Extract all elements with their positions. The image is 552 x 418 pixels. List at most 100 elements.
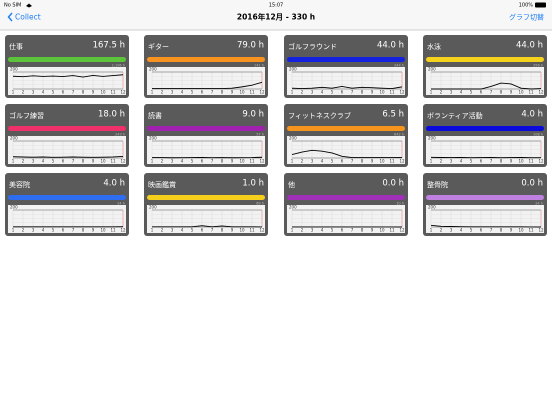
x-tick-label: 7 xyxy=(351,159,354,164)
x-tick-label: 11 xyxy=(389,90,395,95)
x-tick-label: 1 xyxy=(151,159,154,164)
card-hours: 4.0 h xyxy=(521,110,543,120)
x-tick-label: 2 xyxy=(440,90,443,95)
chart-bg xyxy=(426,67,544,95)
y-tick-label: 200 xyxy=(289,136,297,141)
x-tick-label: 2 xyxy=(301,90,304,95)
y-tick-label: 200 xyxy=(428,205,436,210)
card-total: 356 h xyxy=(533,64,543,68)
x-tick-label: 11 xyxy=(110,90,116,95)
x-tick-label: 5 xyxy=(191,90,194,95)
x-tick-label: 7 xyxy=(72,90,75,95)
x-tick-label: 12 xyxy=(120,159,126,164)
y-tick-label: 200 xyxy=(289,67,297,72)
color-bar xyxy=(287,57,405,62)
x-tick-label: 8 xyxy=(361,228,364,233)
x-tick-label: 8 xyxy=(221,228,224,233)
x-tick-label: 2 xyxy=(301,159,304,164)
x-tick-label: 12 xyxy=(259,228,265,233)
x-tick-label: 9 xyxy=(371,159,374,164)
back-button[interactable]: Collect xyxy=(15,13,41,22)
card-title: ゴルフ練習 xyxy=(9,111,44,120)
x-tick-label: 1 xyxy=(430,159,433,164)
x-tick-label: 1 xyxy=(12,90,15,95)
x-tick-label: 3 xyxy=(311,228,314,233)
card-hours: 167.5 h xyxy=(93,41,125,51)
x-tick-label: 9 xyxy=(231,90,234,95)
card-hours: 1.0 h xyxy=(242,179,264,189)
x-tick-label: 11 xyxy=(110,159,116,164)
x-tick-label: 2 xyxy=(440,159,443,164)
x-tick-label: 2 xyxy=(22,90,25,95)
x-tick-label: 7 xyxy=(211,228,214,233)
x-tick-label: 5 xyxy=(331,228,334,233)
x-tick-label: 12 xyxy=(120,90,126,95)
x-tick-label: 5 xyxy=(470,159,473,164)
x-tick-label: 5 xyxy=(52,159,55,164)
x-tick-label: 12 xyxy=(399,159,405,164)
x-tick-label: 6 xyxy=(341,228,344,233)
x-tick-label: 3 xyxy=(450,228,453,233)
x-tick-label: 1 xyxy=(430,228,433,233)
x-tick-label: 12 xyxy=(399,228,405,233)
x-tick-label: 3 xyxy=(32,90,35,95)
card-title: 仕事 xyxy=(9,42,23,51)
x-tick-label: 1 xyxy=(291,228,294,233)
y-tick-label: 200 xyxy=(10,67,18,72)
card-hours: 0.0 h xyxy=(382,179,404,189)
graph-toggle-button[interactable]: グラフ切替 xyxy=(509,13,544,22)
y-tick-label: 200 xyxy=(428,136,436,141)
x-tick-label: 4 xyxy=(460,159,463,164)
nav-title: 2016年12月 - 330 h xyxy=(237,12,315,22)
x-tick-label: 4 xyxy=(181,228,184,233)
y-tick-label: 200 xyxy=(428,67,436,72)
x-tick-label: 12 xyxy=(120,228,126,233)
x-tick-label: 4 xyxy=(460,228,463,233)
chart-bg xyxy=(287,205,405,233)
card-hours: 6.5 h xyxy=(382,110,404,120)
card-title: 整骨院 xyxy=(427,180,448,189)
x-tick-label: 6 xyxy=(201,90,204,95)
chart-bg xyxy=(287,136,405,164)
color-bar xyxy=(147,195,265,200)
chart-bg xyxy=(8,205,126,233)
card-total: 10 h xyxy=(396,202,404,206)
x-tick-label: 10 xyxy=(239,159,245,164)
x-tick-label: 1 xyxy=(291,159,294,164)
x-tick-label: 9 xyxy=(371,90,374,95)
x-tick-label: 6 xyxy=(480,159,483,164)
x-tick-label: 1 xyxy=(12,159,15,164)
y-tick-label: 200 xyxy=(149,205,157,210)
x-tick-label: 7 xyxy=(72,228,75,233)
card-title: 水泳 xyxy=(427,42,441,51)
x-tick-label: 7 xyxy=(490,90,493,95)
color-bar xyxy=(426,195,544,200)
card-total: 24 h xyxy=(535,202,543,206)
x-tick-label: 11 xyxy=(249,90,255,95)
card-total: 57 h xyxy=(256,133,264,137)
card-total: 2,106 h xyxy=(112,64,125,68)
x-tick-label: 1 xyxy=(151,228,154,233)
x-tick-label: 3 xyxy=(32,159,35,164)
x-tick-label: 10 xyxy=(379,228,385,233)
x-tick-label: 6 xyxy=(62,90,65,95)
chart-bg xyxy=(426,136,544,164)
x-tick-label: 10 xyxy=(518,228,524,233)
x-tick-label: 7 xyxy=(351,228,354,233)
x-tick-label: 3 xyxy=(171,228,174,233)
color-bar xyxy=(8,195,126,200)
card-hours: 79.0 h xyxy=(237,41,264,51)
x-tick-label: 1 xyxy=(430,90,433,95)
